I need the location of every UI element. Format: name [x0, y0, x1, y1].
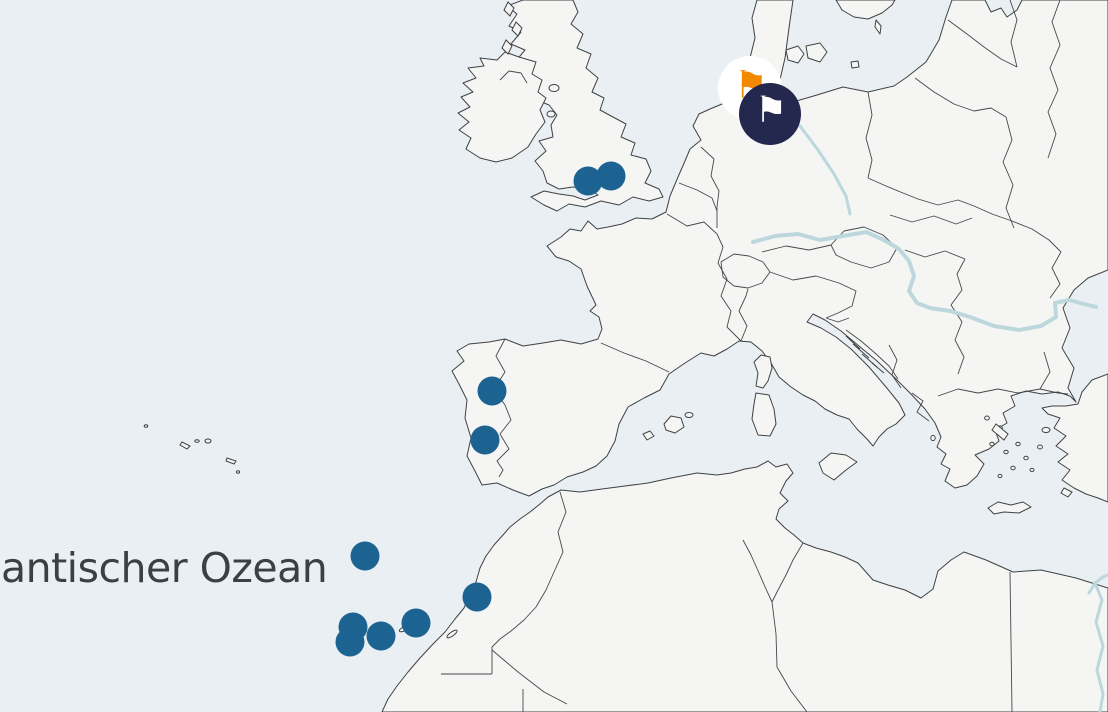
lesbos [1041, 426, 1051, 434]
border-romania-serbia [950, 258, 966, 306]
croatian-islands [845, 335, 885, 374]
border-greece-north [937, 388, 1069, 397]
aegean-island [1010, 465, 1016, 471]
border-france-italy [738, 288, 749, 342]
azores-island [143, 424, 149, 428]
border-slovenia-croatia [825, 317, 850, 323]
azores-island [225, 457, 237, 465]
border-lithuania [914, 77, 1007, 118]
border-bulgaria-turkey [1039, 351, 1051, 390]
step-marker[interactable] [366, 621, 396, 651]
country-borders [441, 0, 1069, 712]
nile-delta-branch [1087, 581, 1097, 595]
border-germany-poland [865, 91, 873, 179]
step-marker[interactable] [462, 582, 492, 612]
border-algeria-tunisia [742, 539, 773, 603]
anglesey [546, 110, 556, 118]
anatolia [1041, 373, 1108, 503]
border-serbia-bulgaria [950, 304, 965, 375]
border-germany-austria [761, 244, 832, 253]
step-marker[interactable] [596, 161, 626, 191]
azores-island [179, 441, 191, 450]
aegean-island [1015, 441, 1021, 447]
menorca [684, 412, 694, 418]
sicily [818, 452, 858, 481]
sardinia [751, 392, 777, 437]
cluster-flag-marker[interactable]: ⚑ [739, 83, 801, 145]
border-slovakia-hungary [889, 214, 973, 225]
border-belarus [1047, 0, 1061, 159]
border-northern-ireland [499, 70, 528, 84]
bornholm-island [850, 60, 860, 69]
step-marker[interactable] [350, 541, 380, 571]
border-poland-ukraine [1002, 116, 1015, 229]
ireland [457, 51, 547, 163]
step-marker[interactable] [401, 608, 431, 638]
border-tunisia-libya [771, 542, 804, 603]
border-portugal-spain [493, 338, 512, 478]
continental-europe [451, 0, 1108, 497]
border-algeria-libya [771, 601, 808, 712]
border-belgium-netherlands [678, 182, 718, 212]
isle-of-man [548, 84, 560, 92]
border-latvia [1009, 0, 1018, 68]
border-poland-south [867, 177, 975, 207]
nile-river [1093, 581, 1105, 712]
euboea [991, 423, 1009, 441]
border-croatia-bosnia [845, 329, 899, 380]
rivers [751, 124, 1108, 712]
aegean-island [1003, 449, 1009, 455]
step-marker[interactable] [335, 627, 365, 657]
step-marker[interactable] [477, 376, 507, 406]
aegean-island [1029, 467, 1035, 473]
chios [1037, 444, 1043, 450]
danish-island [785, 45, 805, 64]
north-africa [381, 460, 1108, 712]
aegean-island [984, 415, 990, 421]
canary-islet [446, 629, 458, 639]
crete [987, 501, 1032, 515]
border-ukraine-romania [973, 205, 1062, 253]
border-bosnia-serbia [888, 344, 902, 389]
ibiza [642, 430, 655, 441]
scottish-isle [501, 39, 513, 55]
landmasses [381, 0, 1108, 712]
flag-icon: ⚑ [754, 90, 788, 131]
border-spain-france [600, 342, 670, 373]
border-hungary-romania [904, 249, 966, 260]
scottish-isle [503, 1, 515, 17]
nile-delta-branch [1093, 573, 1108, 585]
sweden-south [835, 0, 896, 20]
border-morocco-algeria [491, 491, 567, 674]
border-czechia [830, 226, 898, 269]
border-baltics [947, 19, 1018, 68]
border-moldova [1049, 251, 1062, 299]
azores-island [194, 439, 200, 443]
border-algeria-mauritania [491, 649, 568, 705]
aegean-island [997, 473, 1003, 479]
border-austria-south [769, 271, 857, 319]
corsica [753, 354, 773, 389]
step-marker[interactable] [470, 425, 500, 455]
rhodes [1060, 487, 1073, 498]
danube-river [751, 230, 1098, 332]
aegean-island [989, 441, 995, 447]
corfu [930, 434, 936, 442]
small-islands [143, 1, 1073, 639]
border-libya-egypt [1009, 571, 1013, 712]
ocean-label: antischer Ozean [1, 544, 328, 592]
azores-island [235, 470, 241, 474]
border-switzerland [720, 253, 771, 289]
border-albania [911, 392, 930, 422]
danish-island [805, 42, 828, 63]
oland-island [874, 19, 882, 35]
scottish-isle [511, 21, 523, 37]
mallorca [663, 415, 685, 434]
border-netherlands-germany [700, 146, 720, 228]
aegean-island [1023, 455, 1029, 461]
azores-island [204, 438, 212, 444]
elbe-river [798, 124, 852, 216]
